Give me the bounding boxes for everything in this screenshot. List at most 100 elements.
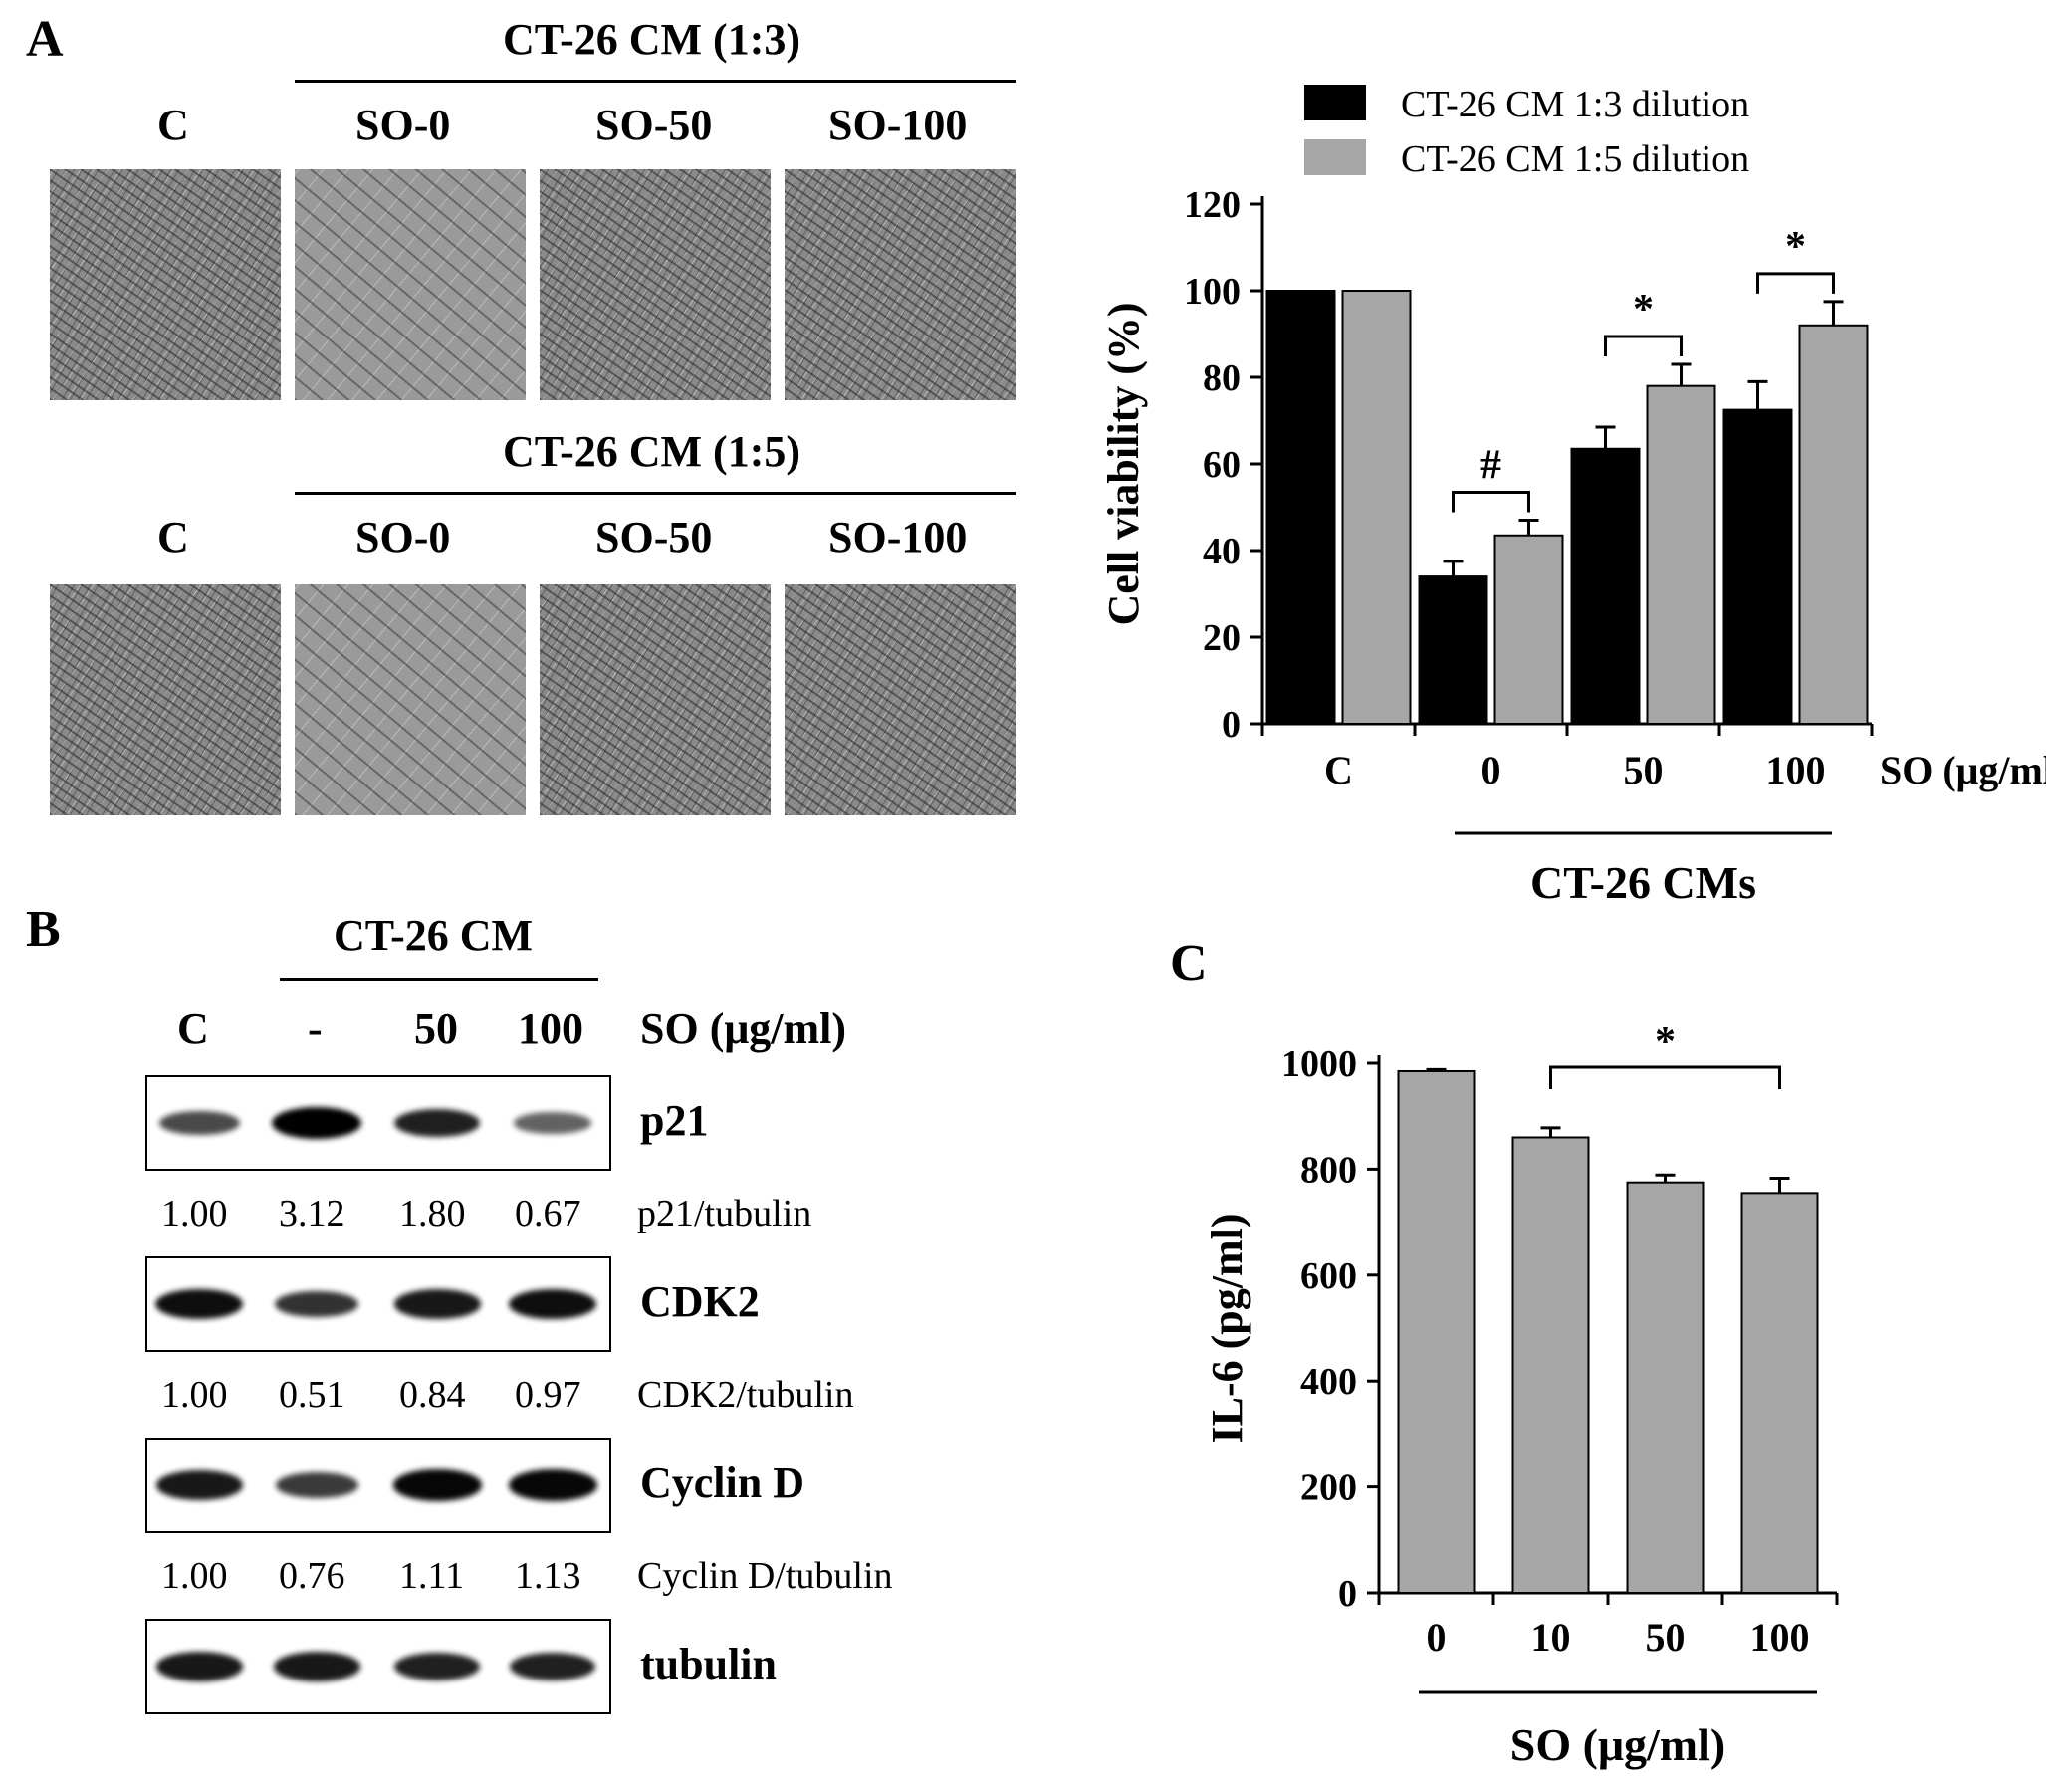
- bar: [1493, 534, 1564, 725]
- densitometry-ratio: 1.13: [515, 1555, 581, 1597]
- lane-label-100: 100: [518, 1005, 583, 1053]
- row1-header: CT-26 CM (1:3): [503, 15, 800, 64]
- y-tick-label: 100: [1184, 271, 1241, 313]
- significance-marker: *: [1633, 287, 1654, 333]
- densitometry-ratio: 1.00: [161, 1555, 228, 1597]
- blot-protein-label: Cyclin D: [640, 1458, 804, 1507]
- row2-label-c: C: [157, 513, 189, 561]
- x-tick-label: 0: [1481, 748, 1501, 792]
- densitometry-ratio: 1.00: [161, 1193, 228, 1234]
- y-tick-label: 0: [1338, 1573, 1357, 1615]
- y-tick-label: 1000: [1281, 1043, 1357, 1085]
- x-tick-label: C: [1324, 748, 1353, 792]
- densitometry-ratio: 0.51: [279, 1374, 345, 1416]
- densitometry-ratio: 0.76: [279, 1555, 345, 1597]
- legend-label: CT-26 CM 1:5 dilution: [1401, 138, 1749, 180]
- y-tick-label: 60: [1203, 444, 1241, 486]
- bar: [1722, 408, 1793, 725]
- blot-band: [514, 1112, 591, 1134]
- densitometry-ratio: 1.11: [399, 1555, 465, 1597]
- bar: [1418, 575, 1488, 725]
- densitometry-ratio: 0.84: [399, 1374, 466, 1416]
- lane-label-50: 50: [414, 1005, 458, 1053]
- y-tick-label: 80: [1203, 357, 1241, 399]
- row1-label-so100: SO-100: [828, 101, 968, 149]
- bar: [1265, 290, 1336, 725]
- y-tick-label: 400: [1300, 1361, 1357, 1403]
- micrograph-row2-so50: [540, 584, 771, 815]
- bar: [1511, 1136, 1590, 1594]
- x-tick-label: 0: [1427, 1615, 1447, 1660]
- row2-label-so0: SO-0: [355, 513, 451, 561]
- y-axis-label: IL-6 (pg/ml): [1203, 1214, 1251, 1444]
- panel-c-letter: C: [1170, 935, 1208, 992]
- row1-header-underline: [295, 80, 1016, 83]
- panel-b-letter: B: [26, 901, 61, 958]
- densitometry-ratio: 0.67: [515, 1193, 581, 1234]
- blot-protein-label: CDK2: [640, 1277, 760, 1326]
- y-tick-label: 200: [1300, 1467, 1357, 1509]
- x-tick-label: 100: [1766, 748, 1826, 792]
- panel-a-letter: A: [26, 11, 64, 68]
- bar: [1646, 384, 1716, 725]
- densitometry-ratio: 0.97: [515, 1374, 581, 1416]
- blot-box: [145, 1256, 611, 1352]
- bar: [1397, 1069, 1476, 1595]
- y-tick-label: 0: [1222, 704, 1241, 746]
- so-unit-label: SO (μg/ml): [640, 1005, 847, 1053]
- y-tick-label: 600: [1300, 1255, 1357, 1297]
- group-label: CT-26 CMs: [1530, 857, 1756, 908]
- significance-marker: *: [1785, 224, 1806, 270]
- row1-label-c: C: [157, 101, 189, 149]
- significance-bracket: [1756, 272, 1835, 294]
- blot-protein-label: p21: [640, 1096, 709, 1145]
- row1-label-so50: SO-50: [595, 101, 713, 149]
- bar: [1740, 1192, 1819, 1594]
- row2-label-so50: SO-50: [595, 513, 713, 561]
- micrograph-row2-so0: [295, 584, 526, 815]
- blot-band: [392, 1469, 482, 1501]
- legend-swatch: [1304, 85, 1366, 120]
- lane-label-c: C: [177, 1005, 209, 1053]
- legend-label: CT-26 CM 1:3 dilution: [1401, 84, 1749, 125]
- blot-protein-label: tubulin: [640, 1640, 777, 1688]
- y-tick-label: 120: [1184, 184, 1241, 226]
- bar: [1341, 290, 1412, 725]
- blot-band: [158, 1111, 240, 1135]
- blot-header-underline: [280, 978, 598, 981]
- row2-label-so100: SO-100: [828, 513, 968, 561]
- cell-viability-chart: 0 20 40 60 80 100 120 Cell viability (%) C 0 50 100…: [1099, 84, 2046, 908]
- blot-band: [273, 1652, 360, 1681]
- micrograph-row2-so100: [785, 584, 1016, 815]
- bar: [1570, 447, 1641, 725]
- bar: [1626, 1181, 1705, 1594]
- y-tick-label: 20: [1203, 617, 1241, 659]
- bar: [1798, 324, 1869, 725]
- blot-box: [145, 1619, 611, 1714]
- blot-band: [394, 1108, 480, 1138]
- blot-box: [145, 1438, 611, 1533]
- blot-band: [155, 1652, 243, 1681]
- y-tick-label: 800: [1300, 1149, 1357, 1191]
- significance-marker: #: [1480, 443, 1501, 489]
- legend-swatch: [1304, 139, 1366, 175]
- x-tick-label: 50: [1646, 1615, 1686, 1660]
- row1-label-so0: SO-0: [355, 101, 451, 149]
- significance-bracket: [1549, 1065, 1781, 1089]
- ratio-label: p21/tubulin: [637, 1193, 812, 1234]
- significance-marker: *: [1655, 1019, 1676, 1065]
- blot-band: [155, 1288, 243, 1320]
- blot-band: [275, 1290, 358, 1318]
- blot-band: [509, 1288, 596, 1320]
- ratio-label: CDK2/tubulin: [637, 1374, 854, 1416]
- densitometry-ratio: 1.00: [161, 1374, 228, 1416]
- blot-box: [145, 1075, 611, 1171]
- blot-band: [394, 1652, 480, 1681]
- significance-bracket: [1452, 491, 1530, 513]
- micrograph-row1-so50: [540, 169, 771, 400]
- densitometry-ratio: 3.12: [279, 1193, 345, 1234]
- densitometry-ratio: 1.80: [399, 1193, 466, 1234]
- micrograph-row1-so100: [785, 169, 1016, 400]
- blot-band: [393, 1289, 481, 1319]
